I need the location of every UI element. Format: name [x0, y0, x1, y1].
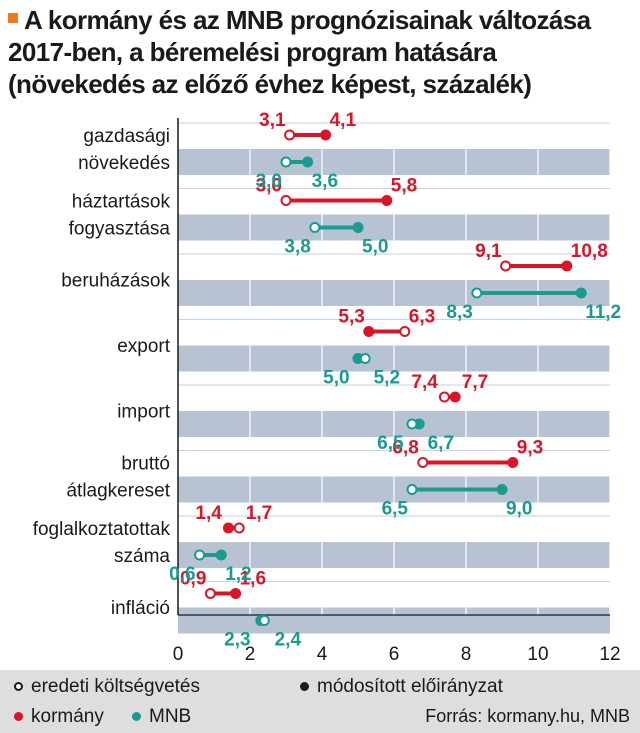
original-point-1-5: [406, 484, 418, 495]
value-label-left-0-3: 5,3: [338, 307, 364, 328]
value-label-right-1-7: 2,4: [275, 630, 302, 651]
modified-point-1-5: [496, 484, 508, 495]
title-line-3: (növekedés az előző évhez képest, százal…: [8, 69, 532, 99]
category-label-0-1: növekedés: [78, 153, 170, 174]
original-point-1-2: [471, 287, 483, 299]
modified-point-0-7: [230, 588, 242, 599]
modified-point-0-3: [363, 326, 375, 337]
category-label-5-1: átlagkereset: [66, 481, 170, 502]
original-point-0-4: [438, 391, 450, 403]
legend-footer: eredeti költségvetés módosított előirány…: [0, 670, 640, 733]
value-label-right-0-4: 7,7: [462, 372, 488, 393]
original-point-0-0: [284, 129, 296, 141]
original-point-1-4: [406, 418, 418, 430]
value-label-left-0-5: 6,8: [392, 438, 418, 459]
value-label-left-1-6: 0,6: [169, 564, 195, 585]
category-label-0-0: gazdasági: [83, 126, 170, 147]
category-label-7-0: infláció: [111, 598, 170, 619]
value-label-left-1-7: 2,3: [224, 630, 250, 651]
value-label-right-1-4: 6,7: [428, 433, 454, 454]
original-point-0-7: [204, 588, 216, 599]
value-label-left-1-4: 6,5: [377, 433, 404, 454]
value-label-right-0-5: 9,3: [517, 438, 543, 459]
modified-point-0-4: [449, 391, 461, 403]
value-label-left-1-3: 5,0: [323, 368, 349, 389]
modified-point-1-1: [352, 222, 364, 233]
category-label-2-0: beruházások: [61, 271, 170, 292]
title-line-2: 2017-ben, a béremelési program hatására: [8, 37, 497, 67]
modified-point-0-1: [381, 195, 393, 206]
modified-point-0-2: [561, 260, 573, 272]
legend-modified: módosított előirányzat: [300, 676, 503, 698]
value-label-left-1-0: 3,0: [256, 171, 282, 192]
value-label-left-0-0: 3,1: [259, 110, 286, 131]
modified-point-1-2: [575, 287, 587, 299]
original-point-1-1: [309, 222, 321, 233]
modified-point-1-6: [215, 549, 227, 561]
chart-title: A kormány és az MNB prognózisainak válto…: [8, 4, 632, 100]
value-label-left-1-2: 8,3: [446, 302, 472, 323]
category-label-3-0: export: [117, 336, 171, 357]
x-tick-label-0: 0: [173, 644, 184, 665]
value-label-right-1-0: 3,6: [312, 171, 338, 192]
filled-circle-icon: [300, 682, 309, 691]
original-point-1-3: [359, 353, 371, 364]
value-label-left-0-7: 0,9: [180, 569, 206, 590]
value-label-right-0-0: 4,1: [330, 110, 357, 131]
x-tick-label-2: 4: [317, 644, 328, 665]
value-label-left-0-4: 7,4: [411, 372, 438, 393]
value-label-right-0-2: 10,8: [571, 241, 608, 262]
x-tick-label-5: 10: [527, 644, 548, 665]
value-label-left-0-2: 9,1: [475, 241, 502, 262]
value-label-right-0-6: 1,7: [246, 503, 272, 524]
category-label-1-1: fogyasztása: [69, 219, 171, 240]
original-point-1-0: [280, 156, 292, 168]
original-point-0-2: [500, 260, 512, 272]
category-label-1-0: háztartások: [72, 192, 171, 213]
value-label-right-1-6: 1,2: [225, 564, 251, 585]
original-point-1-7: [258, 615, 270, 626]
value-label-right-1-3: 5,2: [374, 368, 400, 389]
original-point-0-3: [399, 326, 411, 337]
modified-point-1-0: [302, 156, 314, 168]
x-tick-label-6: 12: [599, 644, 620, 665]
value-label-right-1-1: 5,0: [362, 237, 388, 258]
original-point-1-6: [194, 549, 206, 561]
value-label-left-0-1: 3,0: [256, 176, 282, 197]
open-circle-icon: [14, 682, 23, 691]
value-label-right-0-1: 5,8: [391, 176, 417, 197]
legend-kormany: kormány: [14, 706, 104, 728]
modified-point-0-5: [507, 457, 519, 468]
original-point-0-5: [417, 457, 429, 468]
source-note: Forrás: kormany.hu, MNB: [425, 706, 630, 726]
title-marker-icon: [8, 13, 18, 23]
category-label-6-0: foglalkoztatottak: [33, 519, 171, 540]
x-tick-label-1: 2: [245, 644, 256, 665]
value-label-right-0-3: 6,3: [409, 307, 435, 328]
original-point-0-1: [280, 195, 292, 206]
x-tick-label-4: 8: [461, 644, 472, 665]
legend-original: eredeti költségvetés: [14, 676, 200, 698]
red-dot-icon: [14, 712, 23, 721]
teal-dot-icon: [132, 712, 141, 721]
x-tick-label-3: 6: [389, 644, 400, 665]
modified-point-0-6: [222, 522, 234, 534]
title-line-1: A kormány és az MNB prognózisainak válto…: [8, 4, 632, 36]
legend-mnb: MNB: [132, 706, 191, 728]
category-label-6-1: száma: [114, 546, 170, 567]
value-label-left-0-6: 1,4: [195, 503, 222, 524]
dumbbell-chart: 0 2 4 6 8 10 12 gazdasági növekedés háztartások fo…: [33, 110, 621, 665]
value-label-left-1-1: 3,8: [284, 237, 310, 258]
value-label-left-1-5: 6,5: [382, 499, 409, 520]
value-label-right-1-5: 9,0: [506, 499, 532, 520]
category-label-5-0: bruttó: [121, 454, 170, 475]
value-label-right-1-2: 11,2: [585, 302, 621, 323]
modified-point-0-0: [320, 129, 332, 141]
original-point-0-6: [233, 522, 245, 534]
value-label-right-0-7: 1,6: [240, 569, 266, 590]
category-label-4-0: import: [117, 402, 171, 423]
